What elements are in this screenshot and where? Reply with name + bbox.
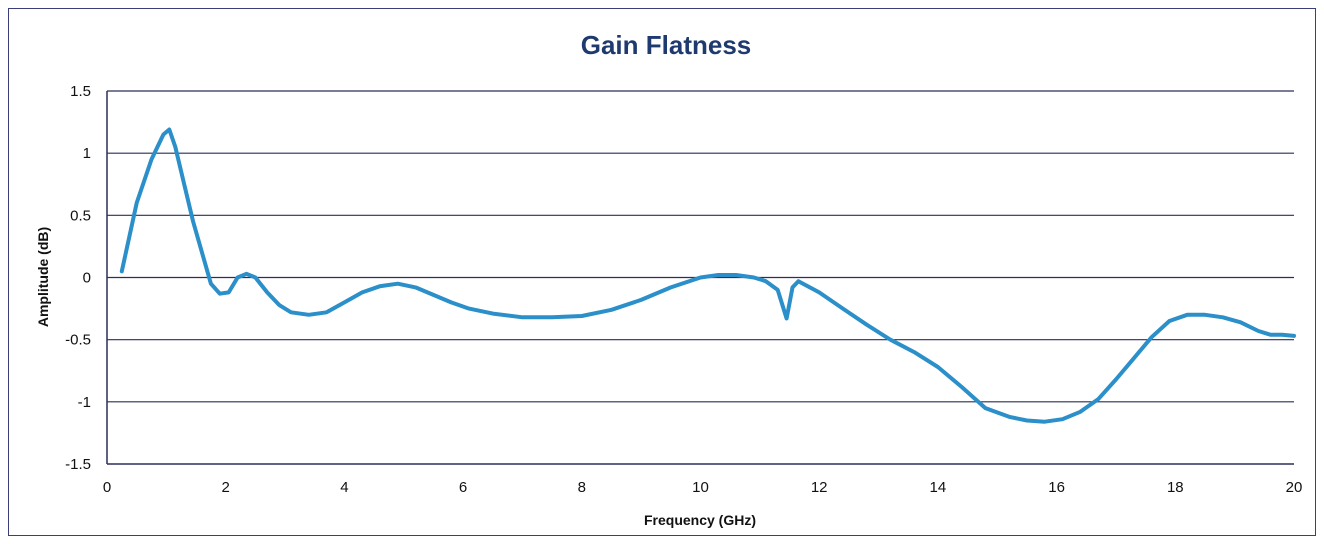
y-tick-labels: 1.5 1 0.5 0 -0.5 -1 -1.5 bbox=[65, 83, 91, 473]
x-tick-label: 2 bbox=[222, 479, 230, 496]
chart-title: Gain Flatness bbox=[581, 30, 752, 60]
x-tick-label: 8 bbox=[578, 479, 586, 496]
x-tick-label: 18 bbox=[1167, 479, 1184, 496]
y-tick-label: -1 bbox=[78, 394, 91, 411]
x-tick-label: 0 bbox=[103, 479, 111, 496]
chart-frame bbox=[8, 8, 1316, 536]
y-tick-label: -0.5 bbox=[65, 332, 91, 349]
y-axis-label: Amplitude (dB) bbox=[35, 227, 51, 327]
y-tick-label: 1.5 bbox=[70, 83, 91, 100]
y-tick-label: -1.5 bbox=[65, 456, 91, 473]
x-tick-label: 4 bbox=[340, 479, 348, 496]
x-tick-label: 12 bbox=[811, 479, 828, 496]
series-line-0 bbox=[119, 127, 1296, 424]
x-tick-label: 16 bbox=[1048, 479, 1065, 496]
series-group bbox=[119, 127, 1296, 424]
x-tick-labels: 0 2 4 6 8 10 12 14 16 18 20 bbox=[103, 479, 1303, 496]
y-tick-label: 0.5 bbox=[70, 207, 91, 224]
x-tick-label: 20 bbox=[1286, 479, 1303, 496]
x-axis-label: Frequency (GHz) bbox=[644, 512, 756, 528]
x-tick-label: 6 bbox=[459, 479, 467, 496]
x-tick-label: 10 bbox=[692, 479, 709, 496]
x-tick-label: 14 bbox=[930, 479, 947, 496]
y-tick-label: 1 bbox=[83, 145, 91, 162]
y-tick-label: 0 bbox=[83, 270, 91, 287]
